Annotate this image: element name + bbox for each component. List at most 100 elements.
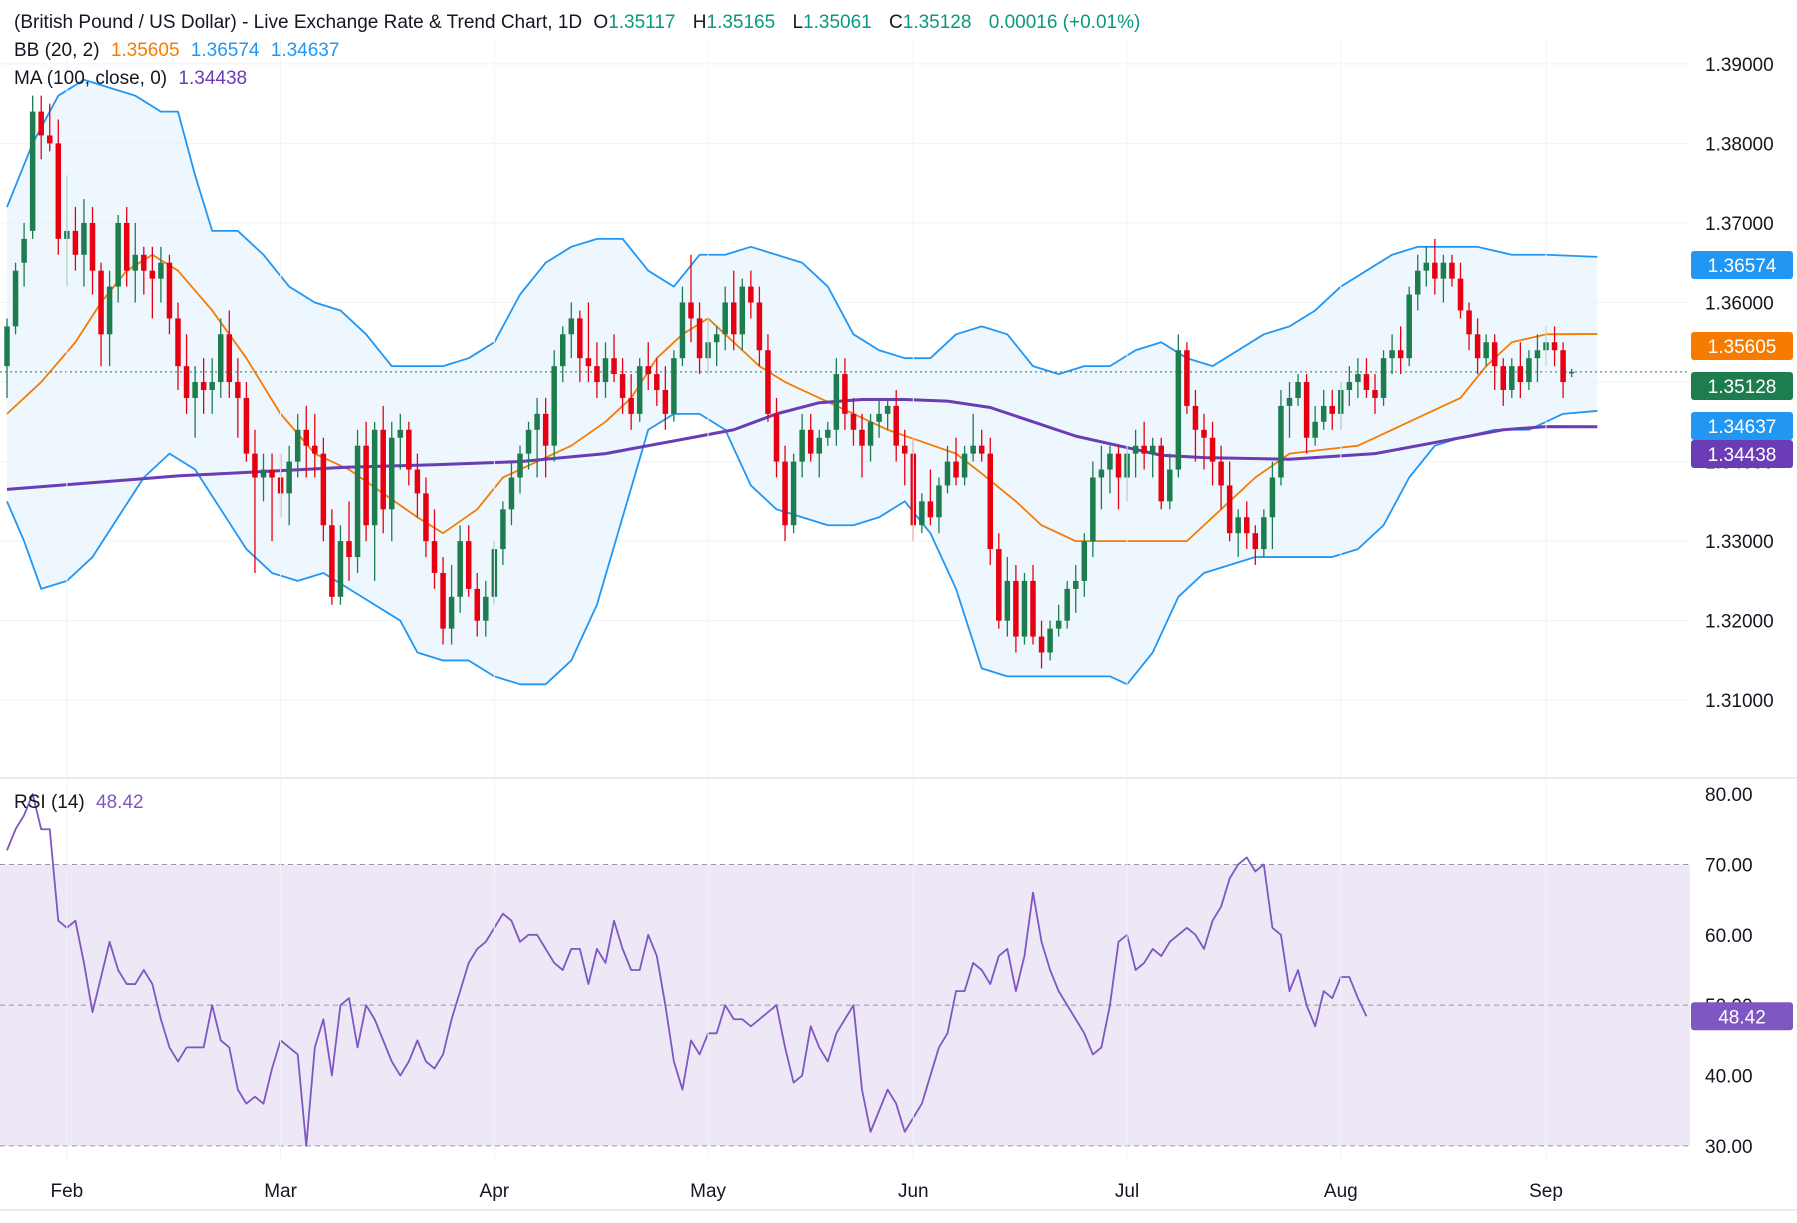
candle[interactable]: [1167, 453, 1173, 510]
ma-price-tag[interactable]: 1.34438: [1691, 440, 1793, 468]
candle[interactable]: [867, 413, 874, 462]
candle[interactable]: [474, 572, 481, 637]
candle[interactable]: [1107, 445, 1113, 494]
candle[interactable]: [235, 358, 241, 438]
candle[interactable]: [654, 358, 660, 406]
candle[interactable]: [1329, 390, 1336, 430]
candle[interactable]: [1132, 429, 1139, 478]
ma-legend[interactable]: MA (100, close, 0) 1.34438: [14, 68, 253, 90]
candle[interactable]: [936, 477, 942, 534]
candle[interactable]: [1491, 334, 1498, 390]
candle[interactable]: [1389, 334, 1395, 375]
candle[interactable]: [431, 509, 438, 589]
candle[interactable]: [1355, 358, 1361, 398]
candle[interactable]: [1432, 238, 1438, 295]
candle[interactable]: [1560, 342, 1566, 398]
candle[interactable]: [166, 254, 173, 335]
candle[interactable]: [226, 310, 233, 398]
candle[interactable]: [72, 207, 79, 271]
candle[interactable]: [200, 358, 207, 414]
candle[interactable]: [1509, 358, 1515, 398]
candle[interactable]: [320, 437, 327, 542]
candle[interactable]: [465, 525, 472, 597]
close-price-tag[interactable]: 1.35128: [1691, 372, 1793, 400]
candle[interactable]: [294, 413, 301, 478]
candle[interactable]: [679, 286, 686, 367]
candle[interactable]: [483, 580, 489, 637]
candle[interactable]: [406, 421, 412, 486]
candle[interactable]: [123, 207, 130, 287]
candle[interactable]: [1226, 461, 1233, 542]
candle[interactable]: [525, 421, 532, 470]
candle[interactable]: [1141, 421, 1147, 470]
candle[interactable]: [927, 469, 934, 526]
candle[interactable]: [1415, 254, 1421, 311]
candle[interactable]: [876, 397, 882, 438]
candle[interactable]: [38, 95, 44, 160]
candle[interactable]: [611, 334, 617, 383]
candle[interactable]: [1449, 254, 1455, 287]
candle[interactable]: [577, 310, 583, 383]
candle[interactable]: [106, 270, 113, 367]
candle[interactable]: [1047, 620, 1053, 661]
candle[interactable]: [790, 453, 797, 534]
candle[interactable]: [1363, 358, 1370, 398]
candle[interactable]: [1175, 334, 1182, 478]
candle[interactable]: [1055, 604, 1062, 637]
candle[interactable]: [269, 453, 275, 542]
candle[interactable]: [1149, 437, 1156, 478]
candle[interactable]: [1551, 326, 1558, 367]
candle[interactable]: [440, 557, 446, 645]
candle[interactable]: [55, 119, 62, 255]
candle[interactable]: [4, 318, 10, 398]
candle[interactable]: [1474, 318, 1481, 375]
candle[interactable]: [1244, 501, 1250, 550]
candle[interactable]: [731, 270, 737, 351]
candle[interactable]: [645, 342, 652, 390]
candle[interactable]: [859, 413, 865, 478]
candle[interactable]: [1423, 246, 1430, 287]
candle[interactable]: [1346, 366, 1353, 406]
rsi-value-tag[interactable]: 48.42: [1691, 1002, 1793, 1031]
candle[interactable]: [671, 350, 677, 422]
candle[interactable]: [1278, 390, 1284, 486]
candle[interactable]: [508, 461, 515, 526]
candle[interactable]: [713, 326, 720, 367]
candle[interactable]: [551, 350, 557, 462]
bb-upper-line[interactable]: [6, 78, 1598, 375]
candle[interactable]: [192, 366, 198, 438]
candle[interactable]: [833, 358, 840, 446]
candle[interactable]: [209, 358, 215, 414]
candle[interactable]: [98, 262, 104, 367]
candle[interactable]: [1184, 342, 1190, 414]
candle[interactable]: [1038, 620, 1045, 669]
candle[interactable]: [1517, 342, 1524, 398]
candle[interactable]: [1252, 525, 1259, 565]
candle[interactable]: [158, 246, 164, 303]
candle[interactable]: [141, 246, 147, 295]
candle[interactable]: [414, 453, 421, 518]
candle[interactable]: [944, 445, 951, 494]
candle[interactable]: [517, 445, 523, 494]
candle[interactable]: [1286, 382, 1293, 438]
candle[interactable]: [329, 509, 335, 605]
candle[interactable]: [1534, 334, 1541, 383]
candle[interactable]: [47, 103, 53, 152]
price-pane[interactable]: 1.390001.380001.370001.360001.350001.340…: [0, 55, 1797, 779]
candle[interactable]: [363, 421, 369, 542]
candle[interactable]: [961, 445, 968, 486]
candle[interactable]: [825, 421, 831, 446]
candle[interactable]: [594, 342, 600, 398]
candle[interactable]: [1115, 445, 1122, 510]
candle[interactable]: [448, 565, 455, 645]
ma-100-line[interactable]: [6, 398, 1598, 491]
candle[interactable]: [807, 413, 814, 462]
candle[interactable]: [696, 302, 703, 375]
candle[interactable]: [816, 429, 823, 478]
candle[interactable]: [850, 397, 857, 446]
candle[interactable]: [602, 342, 609, 398]
candle[interactable]: [12, 262, 19, 335]
candle[interactable]: [29, 95, 36, 239]
candle[interactable]: [662, 366, 669, 430]
